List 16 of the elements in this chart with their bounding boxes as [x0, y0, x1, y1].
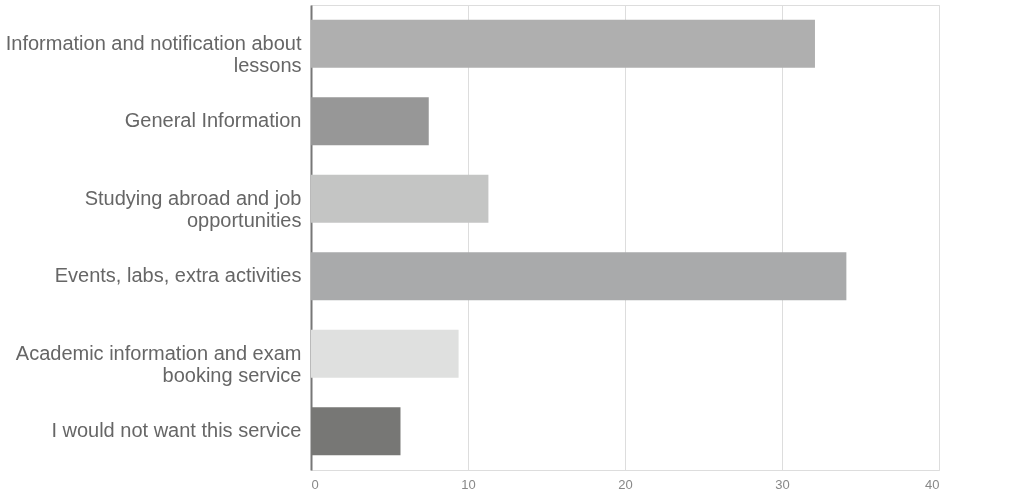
bar — [311, 19, 815, 68]
bar — [311, 97, 429, 146]
bar — [311, 174, 489, 223]
y-tick-label: I would not want this service — [51, 419, 302, 442]
y-tick-label: General Information — [124, 109, 302, 132]
y-tick-label: Events, labs, extra activities — [54, 264, 302, 287]
x-tick-label: 40 — [925, 476, 940, 492]
y-tick-label: Academic information and exam booking service — [15, 341, 302, 386]
x-tick-label: 0 — [311, 476, 319, 492]
bar — [311, 329, 459, 378]
y-tick-label: Studying abroad and job opportunities — [84, 186, 302, 231]
y-tick-label: Information and notification about lessons — [5, 31, 302, 76]
bar — [311, 252, 847, 301]
x-tick-label: 20 — [618, 476, 633, 492]
x-tick-label: 30 — [775, 476, 790, 492]
x-tick-label: 10 — [461, 476, 476, 492]
